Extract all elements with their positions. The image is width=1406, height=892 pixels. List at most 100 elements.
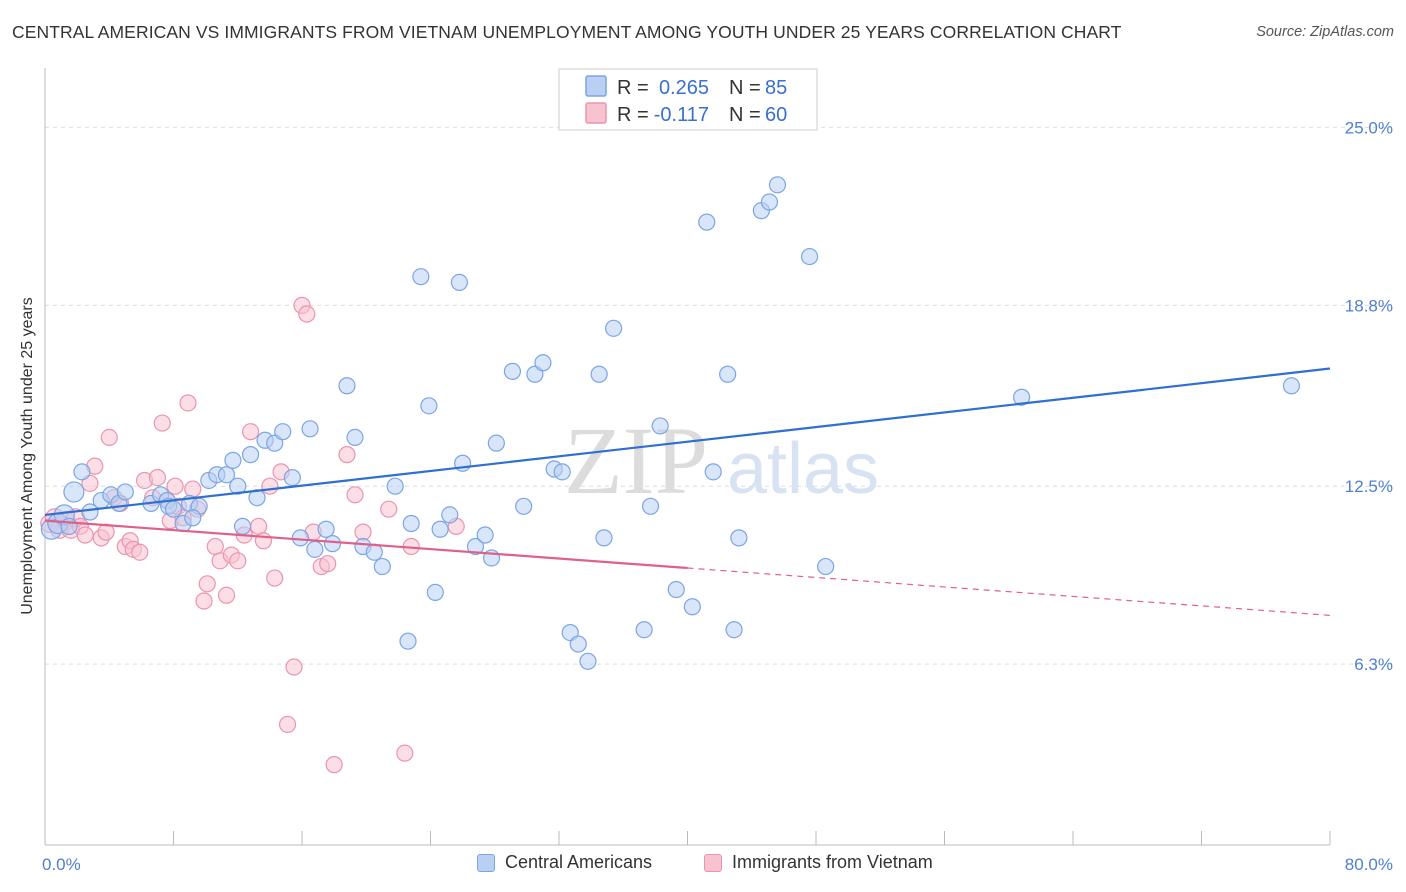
correlation-legend: R = 0.265 N = 85 R = -0.117 N = 60: [558, 68, 818, 131]
legend-swatch-pink: [585, 102, 607, 124]
central-american-point: [301, 420, 319, 438]
central-american-point: [338, 377, 356, 395]
central-american-point: [704, 463, 722, 481]
central-american-point: [730, 529, 748, 547]
central-american-point: [466, 537, 485, 556]
central-american-point: [441, 506, 459, 524]
y-tick-label: 6.3%: [1354, 655, 1393, 674]
central-american-point: [164, 500, 183, 518]
central-american-point: [651, 417, 669, 435]
central-american-point: [641, 497, 660, 515]
vietnam-point: [338, 446, 356, 464]
central-american-point: [569, 635, 587, 653]
central-american-point: [242, 446, 260, 464]
vietnam-point: [195, 592, 213, 610]
central-american-point: [63, 481, 85, 503]
central-american-point: [116, 483, 134, 501]
legend-r-value-blue: 0.265: [659, 77, 709, 99]
central-american-point: [60, 517, 78, 535]
vietnam-point: [319, 555, 337, 573]
central-american-point: [283, 468, 301, 487]
legend-n-label: N =: [729, 77, 761, 99]
series-legend: Central Americans Immigrants from Vietna…: [0, 852, 1406, 878]
central-american-point: [412, 268, 430, 286]
central-american-point: [1012, 388, 1031, 406]
vietnam-point: [325, 756, 343, 774]
central-american-point: [698, 213, 716, 231]
legend-label-central-americans: Central Americans: [505, 852, 653, 872]
axes: [44, 68, 1331, 846]
series-central-american-points: [40, 176, 1301, 670]
central-american-point: [224, 451, 242, 469]
legend-n-label: N =: [729, 104, 761, 126]
y-tick-label: 12.5%: [1345, 477, 1393, 496]
central-american-point: [431, 520, 449, 538]
vietnam-point: [285, 658, 303, 676]
central-american-point: [184, 509, 202, 527]
trend-line-solid: [44, 519, 688, 570]
legend-r-label: R =: [617, 104, 649, 126]
vietnam-point: [179, 394, 197, 412]
y-tick-label: 25.0%: [1345, 118, 1393, 137]
central-american-point: [590, 365, 608, 383]
central-american-point: [683, 598, 701, 616]
vietnam-point: [229, 552, 247, 570]
central-american-point: [768, 176, 787, 194]
central-american-point: [306, 540, 324, 558]
trend-line-solid: [44, 367, 1331, 517]
vietnam-point: [148, 468, 167, 487]
trend-lines: [44, 367, 1331, 616]
vietnam-point: [100, 428, 118, 447]
central-american-point: [450, 273, 469, 292]
vietnam-point: [380, 500, 398, 518]
central-american-point: [595, 529, 613, 547]
central-american-point: [399, 632, 417, 650]
central-american-point: [817, 557, 835, 576]
vietnam-point: [261, 477, 279, 495]
central-american-point: [515, 497, 533, 515]
central-american-point: [217, 466, 236, 484]
central-american-point: [81, 503, 99, 521]
trend-line-dashed: [687, 567, 1331, 616]
central-american-point: [534, 354, 552, 372]
central-american-point: [800, 247, 819, 266]
central-american-point: [229, 477, 247, 495]
legend-item-central-americans: Central Americans: [477, 852, 652, 873]
vietnam-point: [76, 526, 94, 544]
central-american-point: [667, 580, 685, 599]
central-american-point: [420, 397, 438, 415]
vietnam-point: [242, 423, 260, 441]
vietnam-point: [153, 414, 171, 432]
legend-label-vietnam: Immigrants from Vietnam: [732, 852, 933, 872]
y-tick-label: 18.8%: [1345, 296, 1393, 315]
watermark-atlas: atlas: [727, 429, 879, 509]
vietnam-point: [298, 305, 316, 323]
legend-swatch-pink: [704, 853, 722, 872]
vietnam-point: [198, 575, 216, 593]
central-american-point: [487, 434, 505, 452]
vietnam-point: [266, 569, 284, 587]
legend-swatch-blue: [477, 853, 495, 872]
vietnam-point: [184, 480, 202, 498]
vietnam-point: [250, 517, 268, 535]
central-american-point: [476, 526, 494, 544]
watermark-zip: ZIP: [564, 407, 708, 514]
gridlines: [45, 126, 1392, 665]
central-american-point: [317, 520, 335, 538]
x-tick-label: 0.0%: [42, 855, 81, 874]
vietnam-point: [131, 543, 149, 561]
legend-n-value-pink: 60: [765, 104, 787, 126]
central-american-point: [635, 621, 653, 639]
central-american-point: [426, 583, 444, 602]
tick-labels: 6.3% 12.5% 18.8% 25.0% 0.0% 80.0%: [42, 118, 1393, 874]
central-american-point: [323, 535, 342, 553]
central-american-point: [291, 529, 309, 547]
central-american-point: [73, 463, 91, 481]
central-american-point: [386, 477, 404, 495]
legend-n-value-blue: 85: [765, 77, 787, 99]
central-american-point: [373, 557, 391, 576]
vietnam-point: [166, 477, 184, 495]
central-american-point: [365, 543, 383, 561]
central-american-point: [233, 517, 252, 535]
